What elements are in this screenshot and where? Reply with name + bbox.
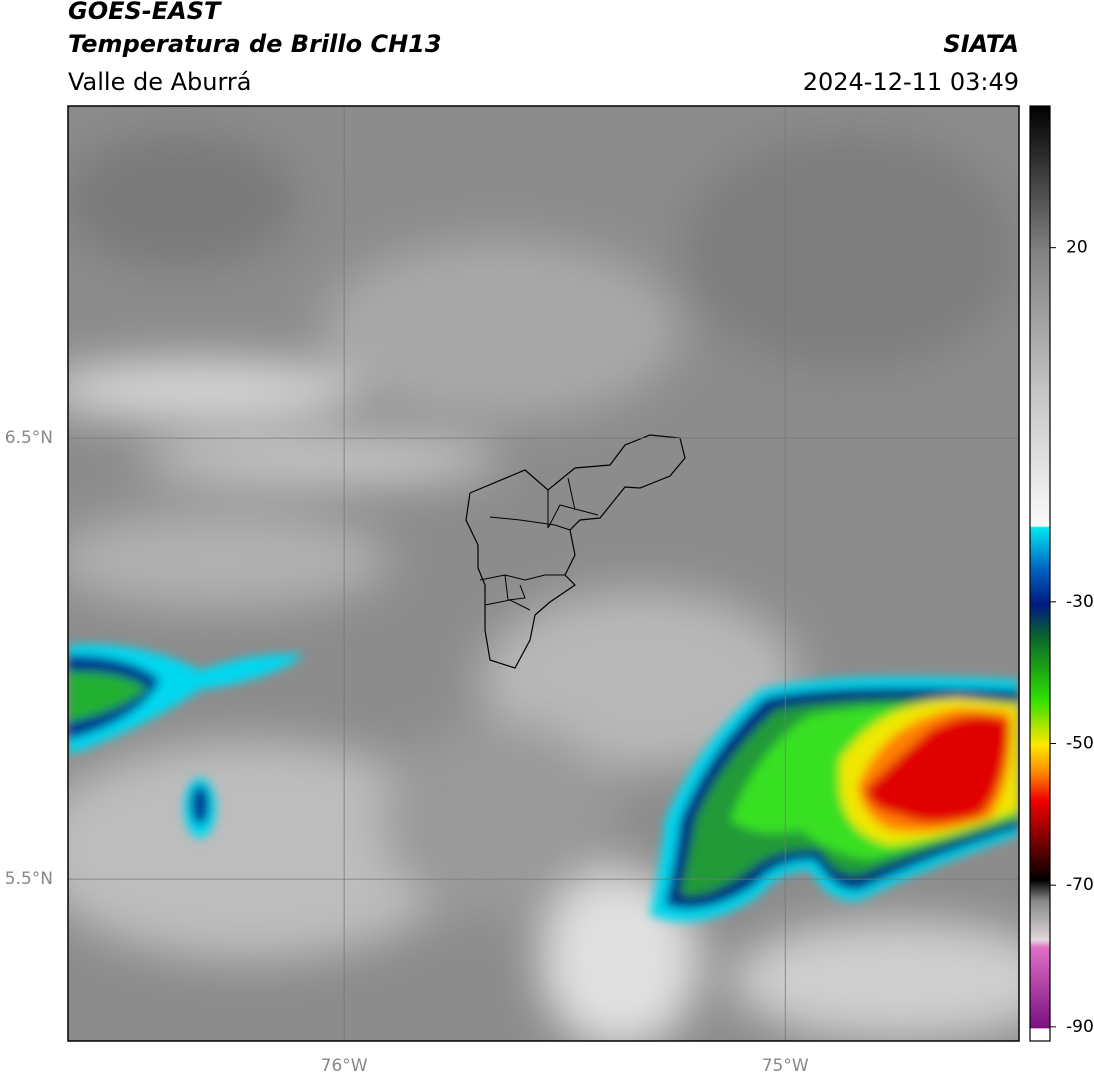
region: Valle de Aburrá (68, 68, 252, 96)
map-frame (67, 105, 1020, 1042)
product: Temperatura de Brillo CH13 (68, 30, 442, 58)
colorbar-tick-label: -50 (1066, 734, 1094, 754)
y-tick-label: 6.5°N (5, 428, 53, 448)
colorbar-tick-label: 20 (1066, 238, 1088, 258)
colorbar-tick-label: -70 (1066, 875, 1094, 895)
agency: SIATA (943, 30, 1019, 58)
datetime: 2024-12-11 03:49 (803, 68, 1019, 96)
x-tick-label: 75°W (762, 1056, 809, 1076)
x-tick-label: 76°W (321, 1056, 368, 1076)
satellite: GOES-EAST (68, 0, 222, 25)
y-tick-label: 5.5°N (5, 869, 53, 889)
colorbar (1029, 105, 1051, 1042)
colorbar-tick-label: -30 (1066, 592, 1094, 612)
satellite-image (68, 106, 1019, 1041)
colorbar-tick-label: -90 (1066, 1017, 1094, 1037)
